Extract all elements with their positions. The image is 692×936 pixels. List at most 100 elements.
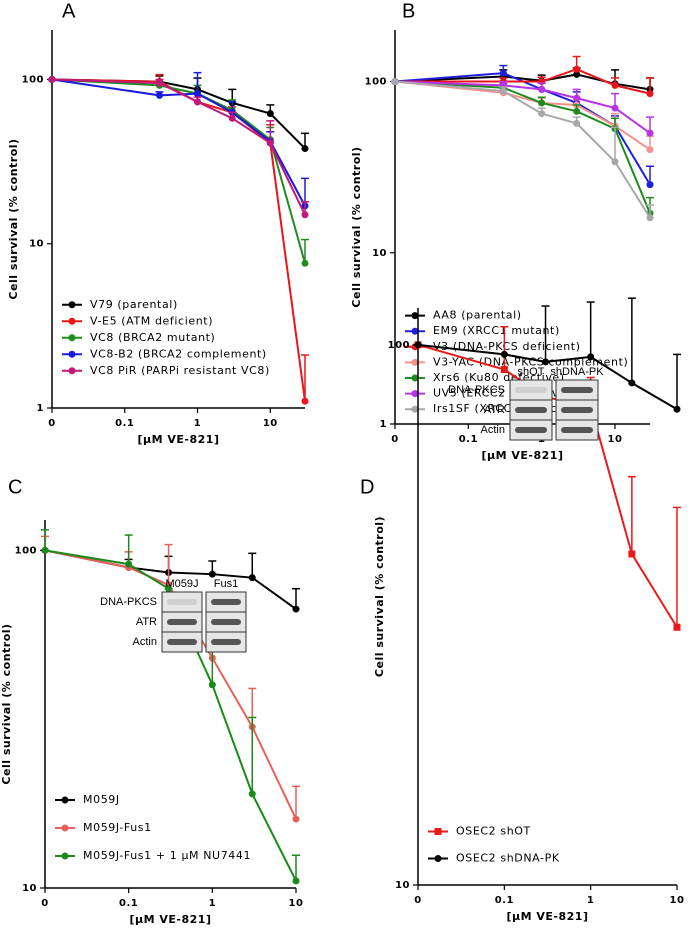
point bbox=[155, 79, 163, 87]
point bbox=[573, 65, 581, 73]
point bbox=[628, 379, 636, 387]
series-line bbox=[394, 72, 651, 186]
error-bar bbox=[673, 506, 681, 628]
point bbox=[292, 605, 300, 613]
series-line bbox=[51, 78, 306, 402]
error-bar bbox=[248, 552, 257, 578]
point bbox=[41, 546, 49, 554]
point bbox=[266, 139, 274, 147]
blot-band bbox=[167, 599, 197, 605]
panel-label: A bbox=[62, 0, 76, 22]
panel-label: B bbox=[402, 0, 415, 22]
series-line bbox=[395, 68, 651, 95]
point bbox=[646, 181, 654, 189]
point bbox=[248, 574, 256, 582]
x-axis-label: [µM VE-821] bbox=[138, 433, 220, 446]
error-bar bbox=[673, 353, 681, 410]
point bbox=[611, 104, 619, 112]
blot-row-label: Actin bbox=[133, 636, 157, 648]
x-tick-label: 0.1 bbox=[115, 418, 134, 429]
point bbox=[500, 366, 508, 374]
point bbox=[542, 358, 550, 366]
point bbox=[301, 144, 309, 152]
legend-marker bbox=[68, 350, 76, 358]
point bbox=[500, 350, 508, 358]
legend-marker bbox=[411, 312, 419, 320]
legend-marker bbox=[411, 327, 419, 335]
legend-label: AA8 (parental) bbox=[433, 309, 522, 322]
point bbox=[611, 158, 619, 166]
y-tick-label: 1 bbox=[380, 419, 387, 430]
error-bar bbox=[301, 354, 309, 402]
series-line bbox=[417, 343, 678, 411]
blot-column-label: shDNA-PK bbox=[550, 366, 604, 378]
point bbox=[301, 397, 309, 405]
legend-marker bbox=[61, 852, 69, 860]
y-axis-label: Cell survival (% control) bbox=[0, 623, 13, 784]
blot-band bbox=[211, 639, 241, 645]
x-axis-label: [µM VE-821] bbox=[507, 910, 589, 923]
error-bar bbox=[500, 326, 509, 370]
legend-label: V-E5 (ATM deficient) bbox=[90, 314, 213, 327]
legend-label: V3 (DNA-PKCS deficient) bbox=[433, 340, 581, 353]
blot-column-label: M059J bbox=[165, 578, 198, 590]
x-tick-label: 0.1 bbox=[459, 434, 478, 445]
legend-label: OSEC2 shDNA-PK bbox=[456, 852, 560, 865]
blot-column-label: shOT bbox=[518, 366, 545, 378]
point bbox=[673, 623, 681, 631]
point bbox=[228, 114, 236, 122]
legend-marker bbox=[68, 317, 76, 325]
x-tick-label: 0.1 bbox=[119, 898, 138, 909]
legend-marker bbox=[411, 358, 419, 366]
point bbox=[266, 110, 274, 118]
series-line bbox=[51, 78, 306, 207]
blot-band bbox=[561, 427, 593, 433]
point bbox=[646, 214, 654, 222]
blot-band bbox=[561, 407, 593, 413]
error-bar bbox=[292, 785, 300, 820]
x-tick-label: 1 bbox=[587, 895, 594, 906]
point bbox=[587, 353, 595, 361]
point bbox=[301, 259, 309, 267]
y-tick-label: 100 bbox=[15, 545, 37, 556]
point bbox=[538, 110, 546, 118]
point bbox=[208, 681, 216, 689]
blot-band bbox=[167, 619, 197, 625]
point bbox=[646, 90, 654, 98]
panel-label: D bbox=[360, 476, 374, 498]
series-line bbox=[394, 80, 651, 151]
legend-label: M059J-Fus1 bbox=[83, 821, 152, 834]
y-axis-label: Cell survival (% control) bbox=[350, 146, 363, 307]
point bbox=[573, 94, 581, 102]
point bbox=[292, 877, 300, 885]
legend-marker bbox=[411, 374, 419, 382]
legend-marker bbox=[411, 390, 419, 398]
x-tick-label: 1 bbox=[209, 898, 216, 909]
point bbox=[611, 81, 619, 89]
point bbox=[194, 98, 202, 106]
error-bar bbox=[266, 120, 275, 144]
y-tick-label: 100 bbox=[365, 77, 387, 88]
legend-label: OSEC2 shOT bbox=[456, 825, 531, 838]
y-axis-label: Cell survival (% control) bbox=[7, 138, 20, 299]
series-line bbox=[51, 78, 306, 216]
legend-label: VC8 (BRCA2 mutant) bbox=[90, 331, 215, 344]
series-line bbox=[394, 73, 651, 91]
legend-marker bbox=[434, 855, 442, 862]
blot-row-label: DNA-PKCS bbox=[100, 596, 157, 608]
legend-marker bbox=[434, 828, 442, 835]
point bbox=[391, 78, 399, 86]
legend-label: M059J bbox=[83, 793, 120, 806]
legend-marker bbox=[411, 405, 419, 413]
point bbox=[573, 119, 581, 127]
blot-band bbox=[561, 387, 593, 393]
error-bar bbox=[301, 238, 309, 264]
y-axis-label: Cell survival (% control) bbox=[373, 516, 386, 677]
error-bar bbox=[627, 475, 636, 554]
x-tick-label: 10 bbox=[608, 434, 623, 445]
error-bar bbox=[627, 297, 636, 383]
x-tick-label: 10 bbox=[289, 898, 304, 909]
point bbox=[646, 146, 654, 154]
x-axis-label: [µM VE-821] bbox=[482, 449, 564, 462]
legend-marker bbox=[68, 301, 76, 309]
